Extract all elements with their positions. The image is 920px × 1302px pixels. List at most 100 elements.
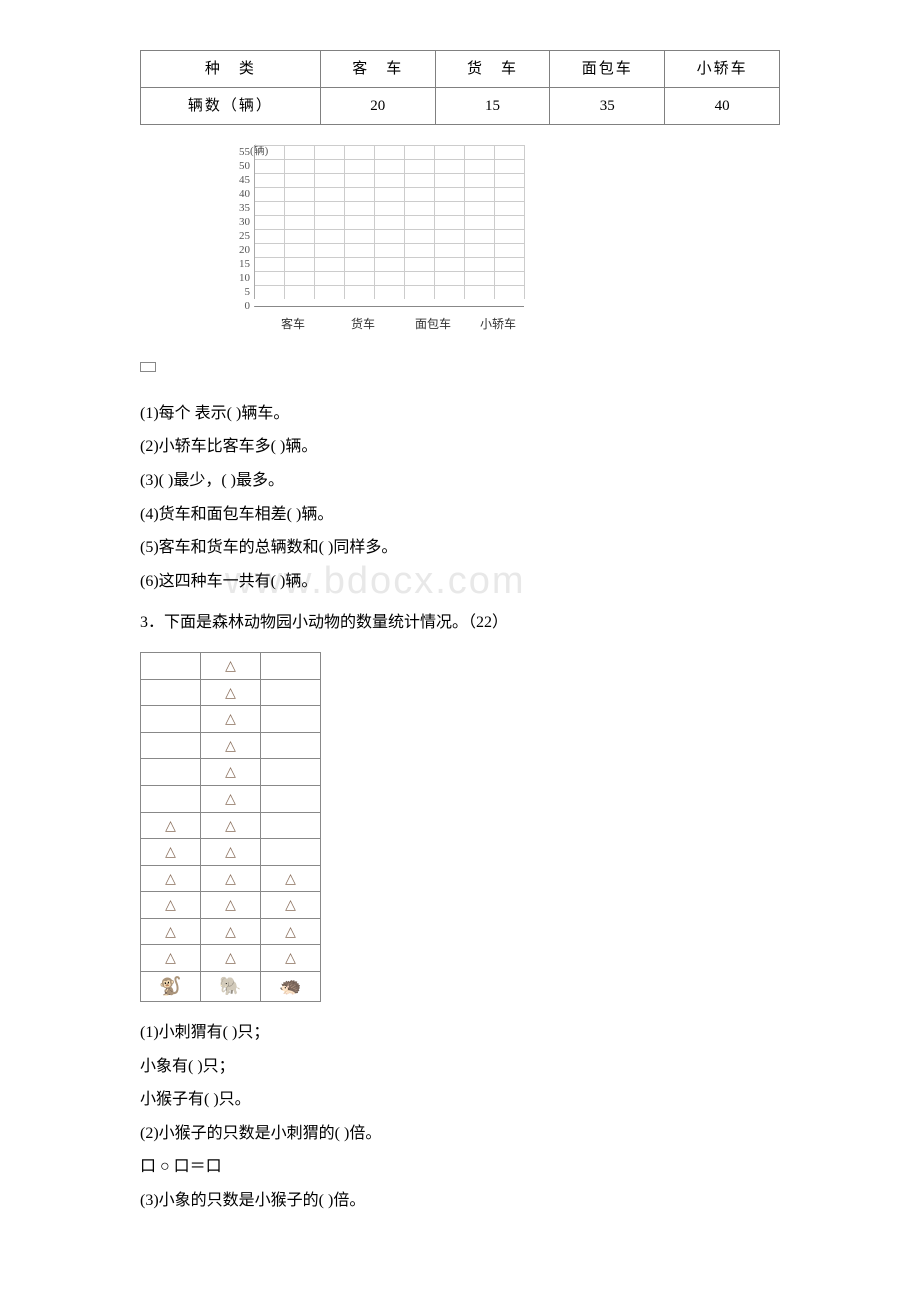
triangle-icon: △ <box>285 899 296 913</box>
triangle-icon: △ <box>225 873 236 887</box>
y-tick-label: 10 <box>230 271 254 285</box>
q1-3: (3)( )最少，( )最多。 <box>140 468 780 494</box>
question-set-1: (1)每个 表示( )辆车。 (2)小轿车比客车多( )辆。 (3)( )最少，… <box>140 401 780 595</box>
pictogram-cell: △ <box>201 918 261 945</box>
y-tick-label: 20 <box>230 243 254 257</box>
pictogram-cell <box>141 759 201 786</box>
pictogram-cell: △ <box>201 679 261 706</box>
x-axis-label: 面包车 <box>398 313 468 334</box>
triangle-icon: △ <box>165 952 176 966</box>
y-tick-label: 5 <box>230 285 254 299</box>
pictogram-cell: △ <box>201 785 261 812</box>
pictogram-cell: △ <box>261 865 321 892</box>
hedgehog-icon: 🦔 <box>279 976 301 996</box>
triangle-icon: △ <box>225 740 236 754</box>
animal-icon-cell: 🐘 <box>201 972 261 1002</box>
pictogram-cell <box>261 652 321 679</box>
pictogram-cell: △ <box>201 839 261 866</box>
val-van: 35 <box>550 88 665 125</box>
pictogram-cell <box>261 706 321 733</box>
animal-icon-cell: 🐒 <box>141 972 201 1002</box>
pictogram-cell <box>261 679 321 706</box>
triangle-icon: △ <box>225 687 236 701</box>
elephant-icon: 🐘 <box>219 976 241 996</box>
x-axis-label: 货车 <box>328 313 398 334</box>
y-tick-label: 55 <box>230 145 254 159</box>
val-bus: 20 <box>320 88 435 125</box>
triangle-icon: △ <box>285 952 296 966</box>
pictogram-cell <box>261 759 321 786</box>
val-truck: 15 <box>435 88 550 125</box>
q1-6-line: www.bdocx.com (6)这四种车一共有( )辆。 <box>140 569 780 595</box>
y-tick-label: 0 <box>230 299 254 313</box>
col-van: 面包车 <box>550 51 665 88</box>
header-type: 种 类 <box>141 51 321 88</box>
y-tick-label: 25 <box>230 229 254 243</box>
pictogram-cell: △ <box>141 945 201 972</box>
pictogram-cell: △ <box>201 759 261 786</box>
x-axis-labels: 客车货车面包车小轿车 <box>258 313 780 334</box>
pictogram-cell: △ <box>201 892 261 919</box>
q3-3: (3)小象的只数是小猴子的( )倍。 <box>140 1188 780 1214</box>
pictogram-cell: △ <box>141 918 201 945</box>
y-tick-label: 50 <box>230 159 254 173</box>
animal-pictogram: △ △ △ △ △ △ △ △ △ △ △ △ △ △ △ △ △ △ △ △ △ △ 🐒 🐘 🦔 <box>140 652 321 1002</box>
pictogram-cell: △ <box>141 812 201 839</box>
bar-chart-blank: (辆) 5550454035302520151050 客车货车面包车小轿车 <box>230 145 780 334</box>
triangle-icon: △ <box>225 846 236 860</box>
col-truck: 货 车 <box>435 51 550 88</box>
pictogram-cell: △ <box>141 839 201 866</box>
triangle-icon: △ <box>225 660 236 674</box>
triangle-icon: △ <box>165 820 176 834</box>
triangle-icon: △ <box>285 926 296 940</box>
q1-5: (5)客车和货车的总辆数和( )同样多。 <box>140 535 780 561</box>
pictogram-cell: △ <box>201 945 261 972</box>
q3-eq: 口 ○ 口＝口 <box>140 1154 780 1180</box>
triangle-icon: △ <box>225 713 236 727</box>
triangle-icon: △ <box>165 846 176 860</box>
pictogram-cell: △ <box>201 812 261 839</box>
q1-2: (2)小轿车比客车多( )辆。 <box>140 434 780 460</box>
y-tick-label: 40 <box>230 187 254 201</box>
triangle-icon: △ <box>285 873 296 887</box>
col-bus: 客 车 <box>320 51 435 88</box>
q3-1b: 小象有( )只； <box>140 1054 780 1080</box>
pictogram-cell: △ <box>201 732 261 759</box>
animal-icon-cell: 🦔 <box>261 972 321 1002</box>
pictogram-cell <box>141 785 201 812</box>
q3-2: (2)小猴子的只数是小刺猬的( )倍。 <box>140 1121 780 1147</box>
q1-6: (6)这四种车一共有( )辆。 <box>140 573 317 590</box>
pictogram-cell: △ <box>201 865 261 892</box>
val-car: 40 <box>665 88 780 125</box>
pictogram-cell: △ <box>261 945 321 972</box>
pictogram-cell <box>261 785 321 812</box>
pictogram-cell: △ <box>261 892 321 919</box>
triangle-icon: △ <box>165 873 176 887</box>
pictogram-cell: △ <box>261 918 321 945</box>
pictogram-cell <box>261 839 321 866</box>
triangle-icon: △ <box>225 793 236 807</box>
y-tick-label: 35 <box>230 201 254 215</box>
monkey-icon: 🐒 <box>159 976 181 996</box>
y-tick-label: 45 <box>230 173 254 187</box>
q1-1: (1)每个 表示( )辆车。 <box>140 401 780 427</box>
triangle-icon: △ <box>165 899 176 913</box>
row-count-label: 辆数（辆） <box>141 88 321 125</box>
x-axis-label: 小轿车 <box>468 313 528 334</box>
y-tick-label: 15 <box>230 257 254 271</box>
triangle-icon: △ <box>225 952 236 966</box>
pictogram-cell: △ <box>201 652 261 679</box>
x-axis-label: 客车 <box>258 313 328 334</box>
pictogram-cell <box>261 812 321 839</box>
triangle-icon: △ <box>165 926 176 940</box>
chart-grid: 5550454035302520151050 <box>230 145 780 313</box>
triangle-icon: △ <box>225 820 236 834</box>
pictogram-cell <box>261 732 321 759</box>
q1-4: (4)货车和面包车相差( )辆。 <box>140 502 780 528</box>
triangle-icon: △ <box>225 766 236 780</box>
col-car: 小轿车 <box>665 51 780 88</box>
pictogram-cell <box>141 706 201 733</box>
triangle-icon: △ <box>225 926 236 940</box>
triangle-icon: △ <box>225 899 236 913</box>
pictogram-cell <box>141 732 201 759</box>
